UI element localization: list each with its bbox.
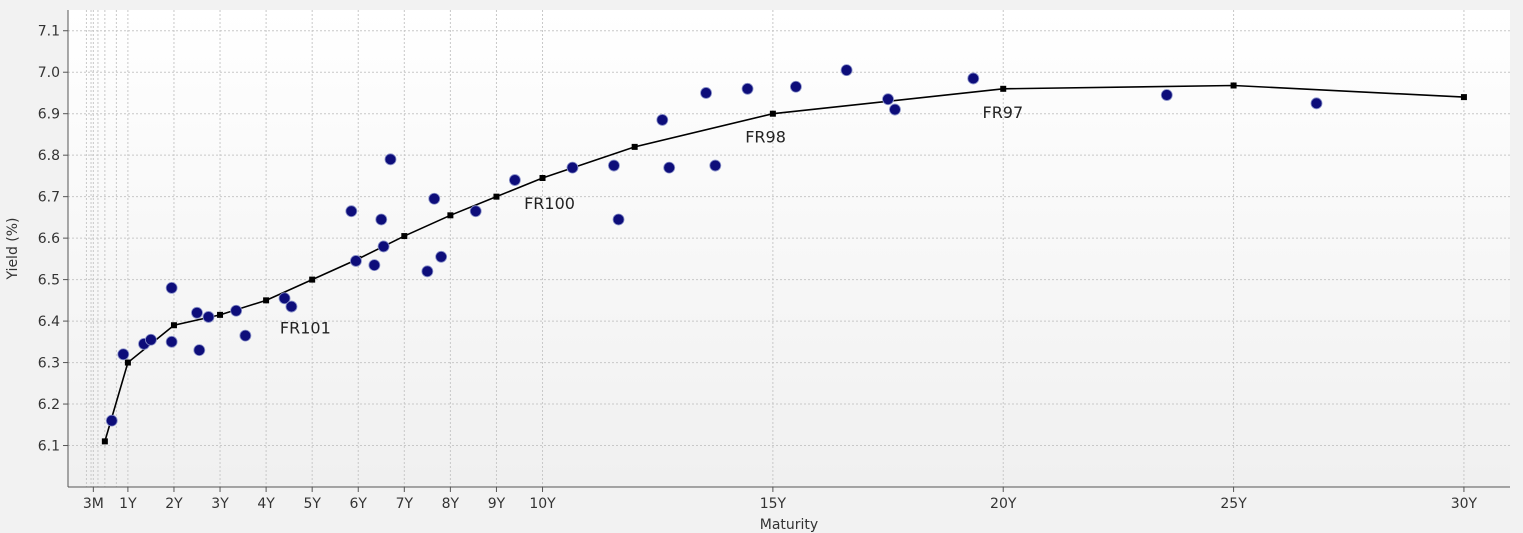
curve-marker xyxy=(493,193,500,200)
bond-point xyxy=(741,82,754,95)
curve-marker xyxy=(447,212,454,219)
curve-marker xyxy=(1460,94,1467,101)
bond-point xyxy=(612,213,625,226)
bond-point xyxy=(165,335,178,348)
bond-point xyxy=(421,265,434,278)
bond-point xyxy=(191,306,203,319)
curve-marker xyxy=(124,359,131,366)
y-tick-label: 6.2 xyxy=(38,397,60,413)
bond-point xyxy=(608,159,620,172)
y-tick-label: 7.1 xyxy=(38,24,60,40)
curve-marker xyxy=(539,174,546,181)
y-tick-label: 6.4 xyxy=(38,314,60,330)
bond-point xyxy=(656,114,669,126)
bond-point xyxy=(193,344,206,357)
x-tick-label: 20Y xyxy=(990,496,1017,512)
x-axis-title: Maturity xyxy=(760,517,818,533)
curve-marker xyxy=(170,322,177,329)
curve-marker xyxy=(217,311,224,318)
x-tick-label: 4Y xyxy=(257,496,275,512)
x-tick-label: 2Y xyxy=(165,496,183,512)
y-tick-label: 6.8 xyxy=(38,148,60,164)
bond-label: FR98 xyxy=(745,128,786,147)
annotations: FR101 FR100 FR98 FR97 xyxy=(280,103,1023,338)
bond-label: FR97 xyxy=(982,103,1023,122)
bond-point xyxy=(165,282,178,294)
bond-point xyxy=(285,300,298,313)
bond-label: FR101 xyxy=(280,319,331,338)
y-tick-label: 6.3 xyxy=(38,356,60,372)
y-tick-label: 6.9 xyxy=(38,107,60,123)
bond-point xyxy=(508,174,521,186)
curve-marker xyxy=(769,110,776,117)
x-tick-label: 8Y xyxy=(442,496,460,512)
bond-point xyxy=(278,292,291,305)
curve-marker xyxy=(1230,82,1237,89)
curve-marker xyxy=(631,143,638,150)
bond-points xyxy=(105,64,1323,427)
curve-marker xyxy=(1000,85,1007,92)
bond-point xyxy=(700,87,712,99)
y-tick-label: 6.7 xyxy=(38,190,60,206)
plot-area xyxy=(68,10,1510,487)
x-tick-label: 6Y xyxy=(350,496,368,512)
y-axis-title: Yield (%) xyxy=(5,217,21,280)
bond-point xyxy=(428,192,441,205)
y-tick-label: 6.1 xyxy=(38,439,60,455)
x-tick-label: 5Y xyxy=(303,496,321,512)
x-tick-label: 3Y xyxy=(211,496,229,512)
x-tick-label: 25Y xyxy=(1220,496,1247,512)
bond-point xyxy=(145,333,157,346)
bond-point xyxy=(239,329,252,342)
bond-point xyxy=(345,205,358,218)
curve-marker xyxy=(101,438,108,445)
x-tick-label: 1Y xyxy=(119,496,137,512)
bond-point xyxy=(889,103,901,116)
bond-point xyxy=(840,64,853,77)
x-tick-label: 30Y xyxy=(1451,496,1478,512)
bond-point xyxy=(368,259,381,271)
bond-point xyxy=(566,161,579,174)
bond-label: FR100 xyxy=(524,194,575,213)
bond-point xyxy=(117,348,130,361)
axes: 3M 1Y 2Y 3Y 4Y 5Y 6Y 7Y 8Y 9Y 10Y 15Y 20Y 25Y 30Y 6.1 6.… xyxy=(38,10,1510,512)
curve-marker xyxy=(309,276,316,283)
curve-marker xyxy=(401,233,408,240)
bond-point xyxy=(105,414,118,427)
x-tick-label: 9Y xyxy=(488,496,506,512)
x-tick-label: 3M xyxy=(83,496,104,512)
bond-point xyxy=(350,255,362,267)
bond-point xyxy=(882,93,894,106)
bond-point xyxy=(377,240,390,253)
bond-point xyxy=(384,153,397,166)
bond-point xyxy=(967,72,980,85)
bond-point xyxy=(663,161,676,174)
bond-point xyxy=(202,311,215,323)
y-tick-label: 7.0 xyxy=(38,65,60,81)
x-tick-label: 15Y xyxy=(760,496,787,512)
bond-point xyxy=(709,159,722,172)
y-tick-label: 6.6 xyxy=(38,231,60,247)
x-tick-label: 10Y xyxy=(529,496,556,512)
x-tick-label: 7Y xyxy=(396,496,414,512)
bond-point xyxy=(790,80,802,93)
bond-point xyxy=(435,250,448,263)
bond-point xyxy=(1160,89,1173,101)
bond-point xyxy=(469,205,482,218)
y-tick-label: 6.5 xyxy=(38,273,60,289)
curve-marker xyxy=(263,297,270,304)
bond-point xyxy=(1310,97,1323,110)
bond-point xyxy=(375,213,388,226)
bond-point xyxy=(230,304,243,317)
